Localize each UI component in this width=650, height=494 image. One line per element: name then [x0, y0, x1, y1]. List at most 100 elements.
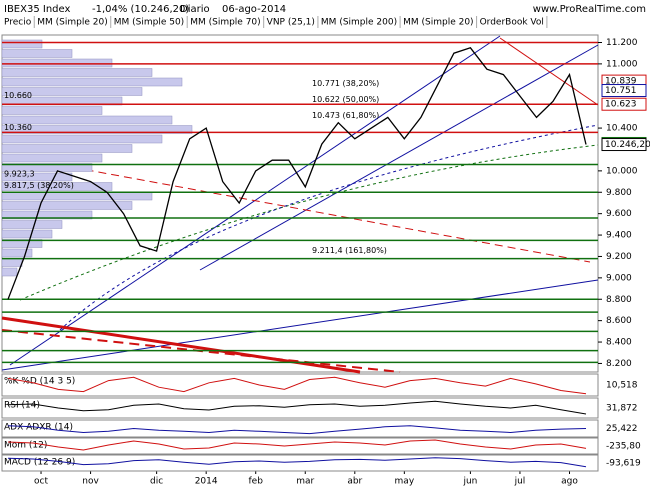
legend-item: MM (Simple 200) [321, 18, 397, 28]
indicator-last: 10,518 [606, 381, 638, 391]
date: 06-ago-2014 [222, 4, 286, 15]
indicator-last: -235,80 [606, 442, 641, 452]
volume-profile-bar [1, 267, 18, 277]
panel-frame [1, 373, 599, 397]
panel-label: %K %D (14 3 5) [4, 377, 75, 387]
volume-profile-bar [1, 125, 193, 134]
trendline [1, 279, 599, 371]
y-tick-label: 9.400 [606, 231, 632, 241]
volume-profile-bar [1, 96, 123, 106]
site: www.ProRealTime.com [533, 4, 646, 15]
level-annotation: 9.923,3 [4, 170, 35, 179]
volume-profile-bar [1, 191, 153, 201]
volume-profile-bar [1, 239, 43, 248]
indicator-line [7, 376, 587, 395]
level-annotation: 10.360 [4, 123, 32, 132]
x-tick-label: dic [150, 477, 163, 487]
indicator-last: -93,619 [606, 459, 641, 469]
legend-item: MM (Simple 20) [403, 18, 473, 28]
volume-profile-bar [1, 210, 93, 220]
level-annotation: 9.211,4 (161,80%) [312, 246, 387, 255]
volume-profile-bar [1, 49, 73, 58]
trendline [59, 164, 591, 263]
legend-item: VNP (25,1) [267, 18, 315, 28]
volume-profile-bar [1, 106, 103, 115]
volume-profile-bar [1, 134, 163, 144]
volume-profile-bar [1, 144, 133, 153]
volume-profile-bar [1, 87, 143, 96]
change: -1,04% (10.246,20) [92, 4, 189, 15]
y-tick-label: 11.000 [606, 59, 638, 69]
volume-profile-bar [1, 172, 73, 182]
volume-profile-bar [1, 182, 113, 191]
volume-profile-bar [1, 163, 93, 172]
y-tick-label: 9.600 [606, 209, 632, 219]
legend-item: MM (Simple 70) [190, 18, 260, 28]
price-box-label: 10.623 [605, 100, 637, 110]
price-box-label: 10.246,20 [605, 140, 650, 150]
symbol: IBEX35 Index [4, 4, 70, 15]
x-tick-label: abr [347, 477, 362, 487]
x-tick-label: ago [561, 477, 578, 487]
trendline [499, 37, 599, 106]
panel-frame [1, 454, 599, 472]
level-annotation: 10.771 (38,20%) [312, 79, 379, 88]
level-annotation: 10.622 (50,00%) [312, 95, 379, 104]
indicator-line [7, 457, 587, 468]
period: Diario [180, 4, 210, 15]
x-tick-label: jul [514, 477, 526, 487]
x-tick-label: may [395, 477, 415, 487]
price-box [601, 97, 647, 111]
volume-profile-bar [1, 77, 183, 87]
y-tick-label: 8.600 [606, 316, 632, 326]
y-tick-label: 9.800 [606, 188, 632, 198]
ma-70 [59, 124, 599, 331]
volume-profile-bar [1, 68, 153, 77]
y-tick-label: 10.000 [606, 166, 638, 176]
volume-profile-bar [1, 153, 103, 163]
panel-label: RSI (14) [4, 401, 40, 411]
level-annotation: 10.660 [4, 91, 32, 100]
volume-profile-bar [1, 201, 133, 210]
trendline [199, 44, 599, 271]
level-annotation: 9.817,5 (38,20%) [4, 181, 74, 190]
panel-frame [1, 419, 599, 438]
volume-profile-bar [1, 58, 113, 68]
ma-200 [19, 144, 599, 301]
volume-profile-bar [1, 39, 43, 49]
price-line [7, 47, 587, 300]
indicator-line [7, 425, 587, 435]
volume-profile-bar [1, 258, 23, 267]
y-tick-label: 8.200 [606, 359, 632, 369]
legend-item: MM (Simple 20) [37, 18, 107, 28]
volume-profile-bar [1, 115, 173, 125]
y-tick-label: 11.200 [606, 38, 638, 48]
y-tick-label: 9.000 [606, 273, 632, 283]
volume-profile-bar [1, 248, 33, 258]
x-tick-label: 2014 [195, 477, 218, 487]
x-tick-label: jun [462, 477, 477, 487]
trendlines [1, 35, 599, 374]
panel-label: Mom (12) [4, 441, 47, 451]
y-tick-label: 9.200 [606, 252, 632, 262]
panel-label: MACD (12 26 9) [4, 458, 75, 468]
legend-item: Precio [4, 18, 32, 28]
y-tick-label: 8.400 [606, 338, 632, 348]
x-tick-label: feb [249, 477, 264, 487]
panel-frame [1, 437, 599, 455]
x-tick-label: mar [296, 477, 314, 487]
price-box [601, 138, 647, 152]
indicator-line [7, 400, 587, 415]
legend-item: OrderBook Vol [480, 18, 544, 28]
level-annotation: 10.473 (61,80%) [312, 111, 379, 120]
indicator-line [7, 439, 587, 451]
x-tick-label: oct [34, 477, 48, 487]
indicator-last: 25,422 [606, 424, 638, 434]
price-box-label: 10.751 [605, 86, 637, 96]
y-tick-label: 8.800 [606, 295, 632, 305]
price-box [601, 84, 647, 98]
price-box-label: 10.839 [605, 77, 637, 87]
volume-profile-bar [1, 220, 63, 229]
y-tick-label: 10.400 [606, 124, 638, 134]
